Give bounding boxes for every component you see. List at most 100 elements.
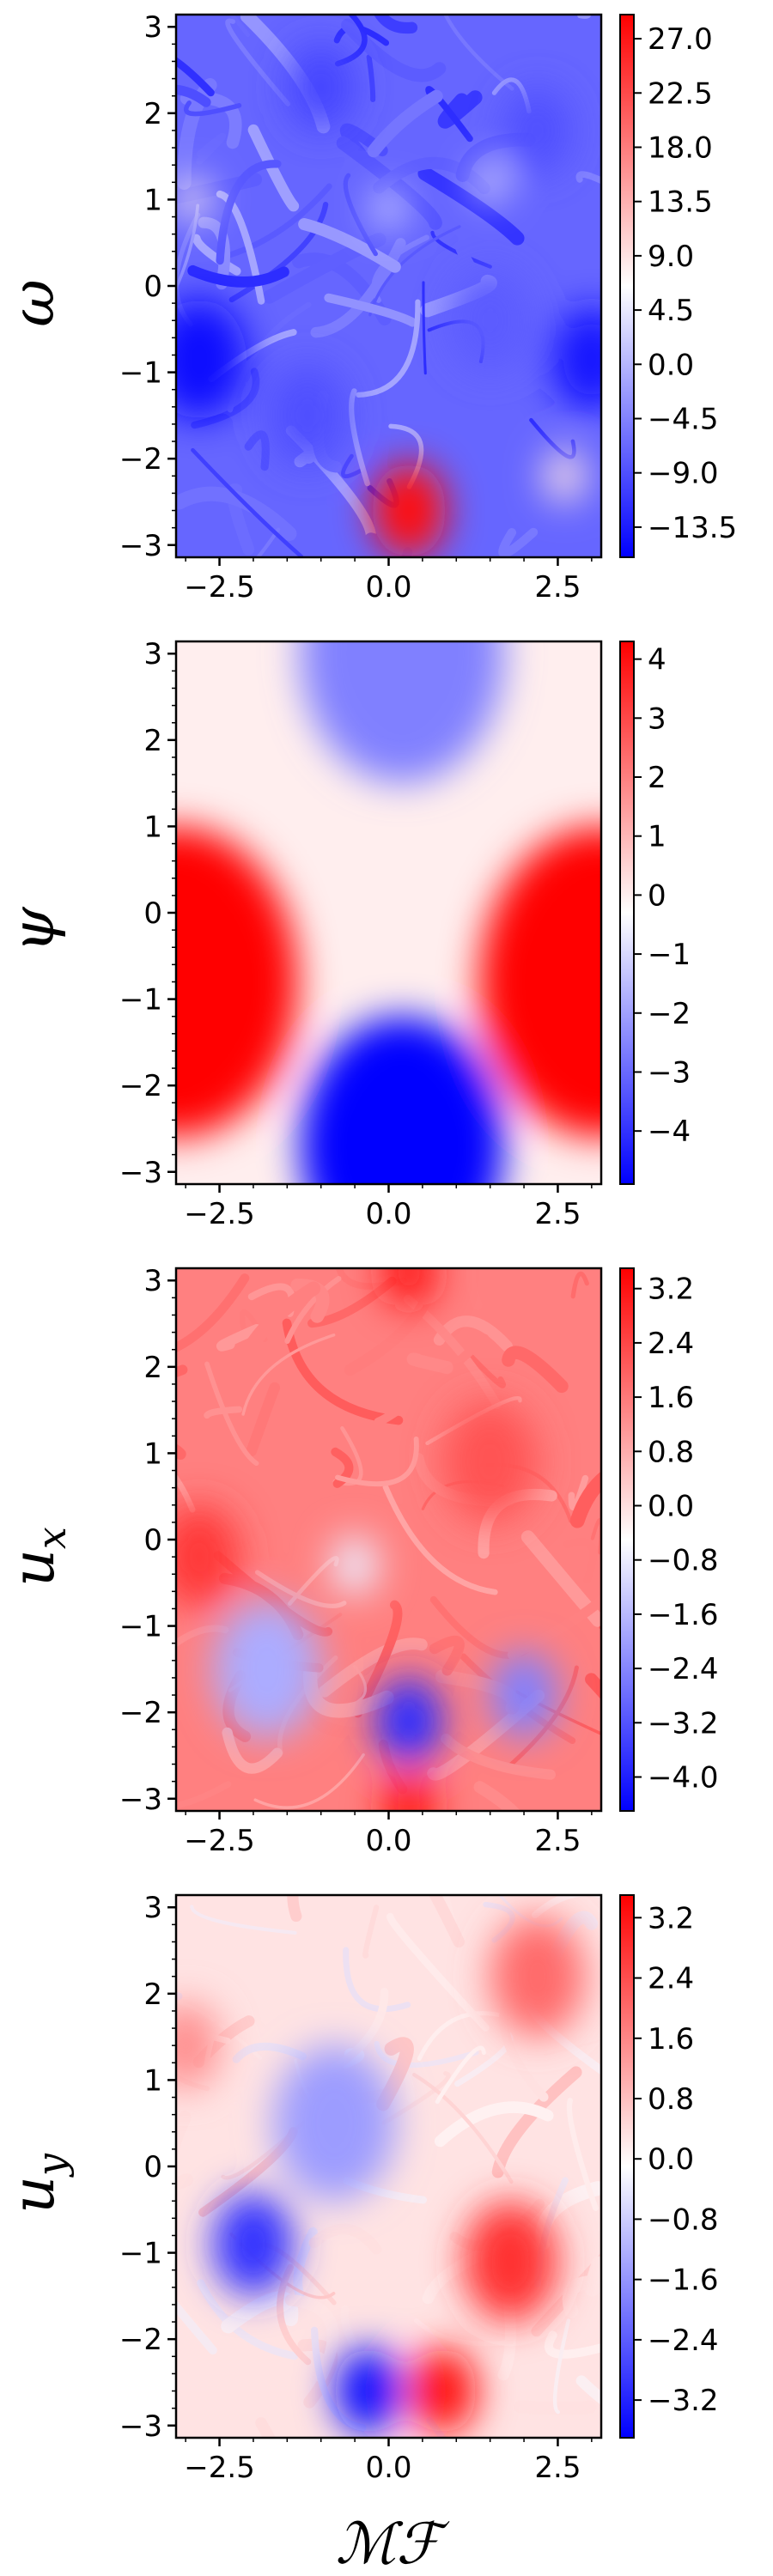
texture-streak xyxy=(290,1278,330,1323)
y-tick-label: −1 xyxy=(119,1610,162,1644)
x-tick-label: 2.5 xyxy=(534,1197,581,1231)
y-tick-label: −2 xyxy=(119,1696,162,1730)
x-tick-label: 2.5 xyxy=(534,1824,581,1858)
texture-streak xyxy=(466,1351,507,1388)
y-tick-label: 2 xyxy=(143,724,162,758)
texture-streak xyxy=(228,1281,321,1384)
colorbar-tick-label: 22.5 xyxy=(648,76,713,111)
feature-blob xyxy=(544,450,585,502)
y-axis-label: ux xyxy=(0,1527,75,1587)
texture-streak xyxy=(483,1901,515,1943)
colorbar-tick-label: 2 xyxy=(648,761,666,795)
texture-streak xyxy=(569,1471,601,1528)
x-tick-label: 2.5 xyxy=(534,2451,581,2485)
colorbar-tick-label: 4.5 xyxy=(648,294,694,328)
colorbar-tick-label: 3.2 xyxy=(648,1901,694,1935)
colorbar-tick-label: −1 xyxy=(648,938,691,972)
texture-streak xyxy=(204,1361,259,1467)
feature-blob xyxy=(334,2348,403,2434)
texture-streak xyxy=(228,202,329,303)
texture-streak xyxy=(353,1600,403,1718)
texture-streak xyxy=(176,1273,250,1353)
texture-streak xyxy=(284,2293,339,2383)
feature-blob xyxy=(479,826,601,1138)
y-tick-label: −1 xyxy=(119,2237,162,2271)
x-tick-label: 2.5 xyxy=(534,570,581,605)
x-tick-label: 0.0 xyxy=(365,1824,411,1858)
texture-streak xyxy=(287,1895,302,1923)
texture-streak xyxy=(343,1947,411,2013)
texture-streak xyxy=(543,2038,601,2057)
texture-streak xyxy=(324,293,417,327)
colorbar-tick-label: −3.2 xyxy=(648,1706,719,1741)
feature-blob xyxy=(381,1772,436,1811)
texture-streak xyxy=(282,1318,404,1425)
texture-streak xyxy=(570,1271,589,1299)
y-tick-label: 3 xyxy=(143,1264,162,1298)
feature-blob xyxy=(371,463,447,557)
y-tick-label: 2 xyxy=(143,1978,162,2012)
feature-blob xyxy=(442,1401,538,1522)
feature-blob xyxy=(176,826,298,1138)
texture-streak xyxy=(566,2098,599,2211)
texture-streak xyxy=(191,447,304,557)
texture-streak xyxy=(568,1474,589,1510)
colorbar-tick-label: 0.0 xyxy=(648,348,694,382)
texture-streak xyxy=(575,171,601,185)
feature-blob xyxy=(301,641,504,784)
colorbar-frame xyxy=(619,1894,635,2439)
colorbar-tick-label: 1.6 xyxy=(648,1381,694,1415)
colorbar-tick-label: −13.5 xyxy=(648,511,737,545)
texture-streak xyxy=(437,90,483,129)
texture-streak xyxy=(343,173,378,257)
feature-blob xyxy=(476,165,504,200)
feature-blob xyxy=(273,2045,396,2202)
y-tick-label: 2 xyxy=(143,97,162,131)
texture-streak xyxy=(562,2275,601,2318)
texture-streak xyxy=(348,388,370,487)
texture-streak xyxy=(254,1570,347,1608)
texture-streak xyxy=(386,1912,490,2032)
feature-blob xyxy=(490,1916,585,2038)
x-tick-label: 0.0 xyxy=(365,570,411,605)
colorbar-tick-label: −1.6 xyxy=(648,1598,719,1632)
texture-streak xyxy=(340,2305,361,2353)
y-axis-label-subscript: y xyxy=(28,2153,75,2178)
colorbar-tick-label: −3.2 xyxy=(648,2384,719,2418)
texture-streak xyxy=(514,2400,597,2415)
texture-streak xyxy=(577,15,592,19)
heatmap-features xyxy=(176,1916,585,2434)
feature-blob xyxy=(176,2002,220,2089)
texture-streak xyxy=(190,1905,297,1935)
x-tick-label: −2.5 xyxy=(184,2451,255,2485)
x-axis-label: ℳℱ xyxy=(336,2511,451,2576)
y-tick-label: 1 xyxy=(143,1437,162,1471)
y-tick-label: −1 xyxy=(119,983,162,1018)
texture-streak xyxy=(382,1484,498,1595)
texture-streak xyxy=(225,18,291,106)
texture-streak xyxy=(196,132,227,165)
texture-streak xyxy=(552,2318,570,2415)
feature-blob xyxy=(176,178,210,222)
texture-streak xyxy=(177,78,217,190)
feature-blob xyxy=(212,2192,295,2296)
texture-streak xyxy=(336,136,442,230)
texture-streak xyxy=(308,2223,382,2255)
texture-streak xyxy=(443,15,514,91)
texture-streak xyxy=(277,2263,312,2366)
heatmap-texture xyxy=(176,1268,601,1811)
y-tick-label: 0 xyxy=(143,896,162,931)
texture-streak xyxy=(228,15,250,38)
colorbar-tick-label: 0.0 xyxy=(648,2142,694,2177)
y-tick-label: 1 xyxy=(143,2063,162,2098)
texture-streak xyxy=(366,54,376,102)
texture-streak xyxy=(505,1665,579,1770)
texture-streak xyxy=(412,2073,514,2184)
y-tick-label: −3 xyxy=(119,1156,162,1190)
heatmap-features xyxy=(176,1268,558,1811)
colorbar-u_x: −4.0 −3.2 −2.4 −1.6 −0.8 0.0 0.8 1.6 2.4 3.2 xyxy=(619,1267,719,1812)
heatmap-omega xyxy=(176,15,601,557)
colorbar-tick-label: 1 xyxy=(648,820,666,854)
colorbar-tick-label: 2.4 xyxy=(648,1327,694,1361)
colorbar-tick-label: 0.8 xyxy=(648,1435,694,1469)
